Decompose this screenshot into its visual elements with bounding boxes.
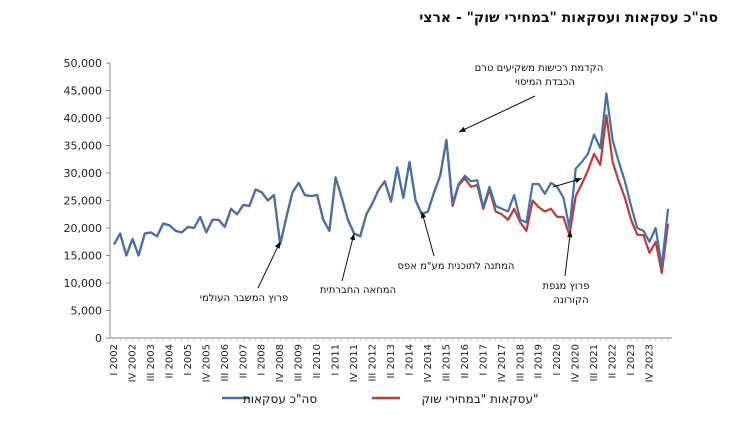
x-tick-label: III 2009 (294, 344, 305, 381)
y-tick-label: 35,000 (64, 140, 103, 153)
x-tick-label: IV 2002 (127, 344, 138, 382)
annotation-corona-arrow-head (567, 230, 573, 238)
x-tick-label: II 2007 (238, 344, 249, 379)
x-tick-label: III 2006 (220, 344, 231, 381)
annotation-corona-arrow (564, 230, 572, 277)
x-tick-label: III 2018 (515, 344, 526, 381)
x-tick-label: II 2013 (386, 344, 397, 379)
y-tick-label: 30,000 (64, 167, 103, 180)
y-tick-label: 15,000 (64, 250, 103, 263)
x-tick-label: II 2016 (460, 344, 471, 379)
x-tick-label: II 2022 (608, 344, 619, 379)
annotation-investors-arrow (458, 95, 536, 133)
x-tick-label: IV 2023 (645, 344, 656, 382)
annotation-crisis: פרוץ המשבר העולמי (200, 293, 288, 304)
annotation-corona-line1: פרוץ מגפת (543, 281, 590, 292)
x-tick-label: I 2020 (552, 344, 563, 376)
x-tick-label: IV 2008 (275, 344, 286, 382)
y-tick-label: 45,000 (64, 85, 103, 98)
x-tick-label: III 2015 (441, 344, 452, 381)
y-tick-label: 0 (95, 332, 102, 345)
y-tick-label: 25,000 (64, 195, 103, 208)
x-tick-label: IV 2011 (349, 344, 360, 382)
chart-title: סה"כ עסקאות ועסקאות "במחירי שוק" - ארצי (419, 10, 718, 26)
x-tick-label: I 2011 (331, 344, 342, 376)
x-tick-label: IV 2017 (497, 344, 508, 382)
annotation-protest-arrow (341, 233, 355, 282)
annotation-zero-vat-arrow-head (420, 211, 427, 219)
x-tick-label: I 2005 (183, 344, 194, 376)
x-tick-label: III 2012 (368, 344, 379, 381)
series-line-market (113, 114, 670, 275)
y-tick-label: 5,000 (71, 305, 103, 318)
legend-market-label: עסקאות "במחירי שוק" (421, 392, 538, 406)
x-tick-label: IV 2020 (571, 344, 582, 382)
annotation-crisis-arrow (257, 241, 281, 289)
annotation-protest: המחאה החברתית (320, 285, 396, 296)
x-tick-label: III 2021 (589, 344, 600, 381)
annotation-investors-line1: הקדמת רכישות משקיעים טרם (475, 63, 604, 74)
y-tick-label: 20,000 (64, 222, 103, 235)
x-tick-label: IV 2014 (423, 344, 434, 382)
legend-total-label: סה"כ עסקאות (243, 392, 318, 406)
series-line-total (113, 92, 670, 268)
annotation-zero-vat: המתנה לתוכנית מע"מ אפס (398, 261, 515, 272)
x-tick-label: III 2003 (146, 344, 157, 381)
x-tick-label: I 2014 (404, 344, 415, 376)
y-tick-label: 10,000 (64, 277, 103, 290)
x-tick-label: II 2019 (534, 344, 545, 379)
x-tick-label: II 2004 (164, 344, 175, 379)
annotation-investors-line2: הכבדת המיסוי (515, 77, 575, 88)
y-tick-label: 40,000 (64, 112, 103, 125)
x-tick-label: I 2017 (478, 344, 489, 376)
annotation-corona-arrow2-head (574, 177, 582, 183)
annotation-investors-arrow-head (459, 126, 466, 132)
x-tick-label: I 2008 (257, 344, 268, 376)
annotation-corona-line2: הקורונה (553, 295, 588, 306)
x-tick-label: I 2002 (109, 344, 120, 376)
annotation-zero-vat-arrow (421, 211, 435, 257)
x-tick-label: II 2010 (312, 344, 323, 379)
y-tick-label: 50,000 (64, 57, 103, 70)
x-tick-label: I 2023 (626, 344, 637, 376)
x-tick-label: IV 2005 (201, 344, 212, 382)
annotation-crisis-arrow-head (274, 241, 281, 249)
annotation-protest-arrow-head (349, 233, 356, 241)
